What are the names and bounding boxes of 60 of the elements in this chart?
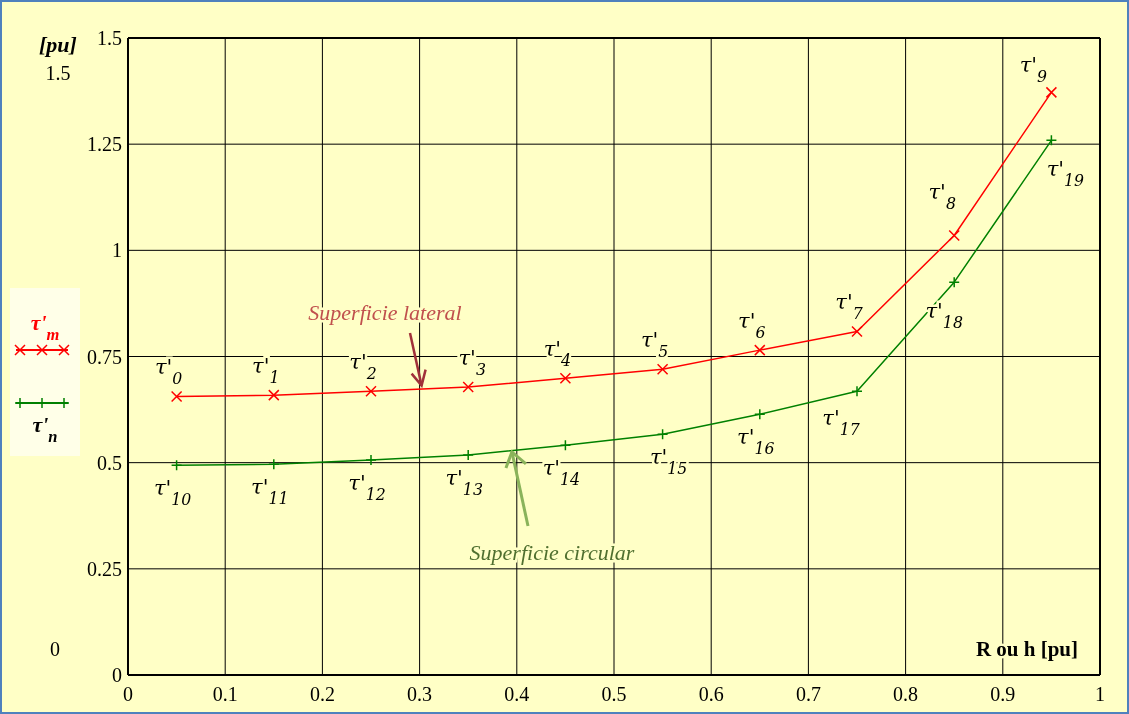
point <box>948 276 960 288</box>
point <box>170 459 183 471</box>
annotation: τ'$_{9}$ <box>1019 53 1048 86</box>
annotation: τ'$_{5}$ <box>640 328 669 361</box>
x-tick-label: 0.7 <box>795 683 821 705</box>
point <box>559 372 572 384</box>
point <box>365 454 377 466</box>
point <box>851 385 863 398</box>
y-axis-title: [pu] <box>39 32 77 57</box>
point <box>754 344 766 356</box>
x-tick-label: 0.6 <box>698 683 724 705</box>
text: 0 <box>50 638 60 660</box>
x-tick-label: 1 <box>1095 683 1105 705</box>
annotation: τ'$_{8}$ <box>928 180 956 213</box>
point <box>948 229 960 242</box>
annotation: τ'$_{1}$ <box>252 354 280 387</box>
point <box>851 325 863 338</box>
point <box>268 389 280 401</box>
y-tick-label: 0.5 <box>97 451 122 474</box>
annotation: τ'$_{7}$ <box>835 290 863 323</box>
annotation: τ'$_{16}$ <box>737 425 775 458</box>
point <box>365 385 377 398</box>
x-tick-label: 0.9 <box>990 683 1016 705</box>
x-tick-label: 0.3 <box>407 683 433 705</box>
point <box>1045 86 1058 99</box>
annotation: τ'$_{13}$ <box>445 466 483 499</box>
point <box>656 428 669 440</box>
y-tick-label: 1 <box>112 239 122 262</box>
y-tick-label: 1.5 <box>97 27 122 49</box>
y-tick-label: 0.75 <box>87 345 122 368</box>
legend-label: τ'$_{n}$ <box>32 412 58 446</box>
x-tick-label: 0.1 <box>212 683 238 705</box>
annotation: τ'$_{0}$ <box>154 355 183 388</box>
point <box>170 390 183 403</box>
annotation: τ'$_{14}$ <box>542 456 581 489</box>
annotation: τ'$_{4}$ <box>543 337 572 370</box>
annotation: τ'$_{12}$ <box>348 471 386 504</box>
x-tick-label: 0.5 <box>601 683 627 705</box>
point <box>462 449 474 461</box>
text: 1.5 <box>45 62 71 84</box>
annotation: τ'$_{11}$ <box>251 475 289 508</box>
annotation: τ'$_{10}$ <box>153 476 192 509</box>
x-tick-label: 0.8 <box>893 683 919 705</box>
x-tick-label: 0.2 <box>309 683 335 705</box>
point <box>656 363 669 375</box>
point <box>559 439 572 452</box>
point <box>754 408 766 420</box>
point <box>268 458 280 471</box>
text: τ'$_{m}$ <box>30 310 60 344</box>
y-tick-label: 0 <box>112 664 122 686</box>
point <box>462 381 474 393</box>
annotation: τ'$_{2}$ <box>349 350 377 383</box>
annotation: τ'$_{18}$ <box>925 299 963 332</box>
annotation: τ'$_{19}$ <box>1046 157 1085 190</box>
y-tick-label: 0.25 <box>87 557 122 580</box>
y-tick-label: 1.25 <box>87 133 122 156</box>
x-tick-label: 0.4 <box>504 683 530 705</box>
point <box>1045 134 1058 147</box>
annotation: τ'$_{17}$ <box>822 406 860 439</box>
annotation: τ'$_{6}$ <box>738 309 766 342</box>
